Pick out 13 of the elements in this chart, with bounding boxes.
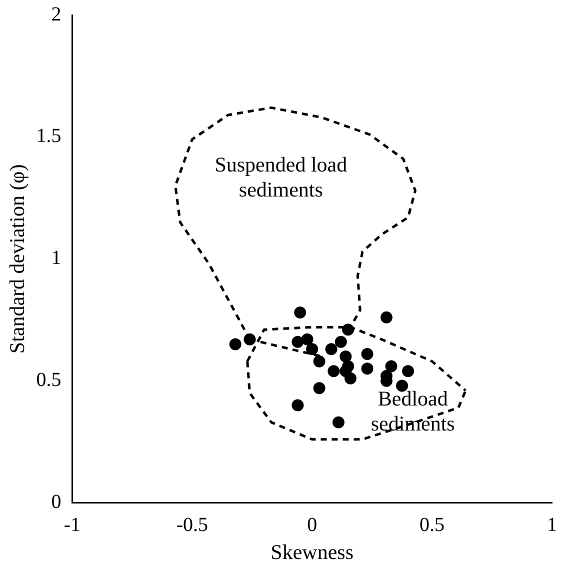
x-axis-title: Skewness [270,540,354,564]
y-tick-label: 1.5 [36,125,62,148]
y-tick-label: 0.5 [36,369,62,392]
x-tick-label: 1 [547,514,557,536]
x-tick-label: 0.5 [420,514,445,536]
x-tick-label: -1 [64,514,81,536]
y-axis-title: Standard deviation (φ) [5,164,30,354]
y-tick-label: 0 [51,491,62,514]
y-tick-label: 1 [51,247,62,270]
annotation: Suspended load sediments [214,152,348,202]
y-tick-label: 2 [51,3,62,26]
x-tick-label: 0 [307,514,318,536]
x-tick-label: -0.5 [176,514,208,536]
